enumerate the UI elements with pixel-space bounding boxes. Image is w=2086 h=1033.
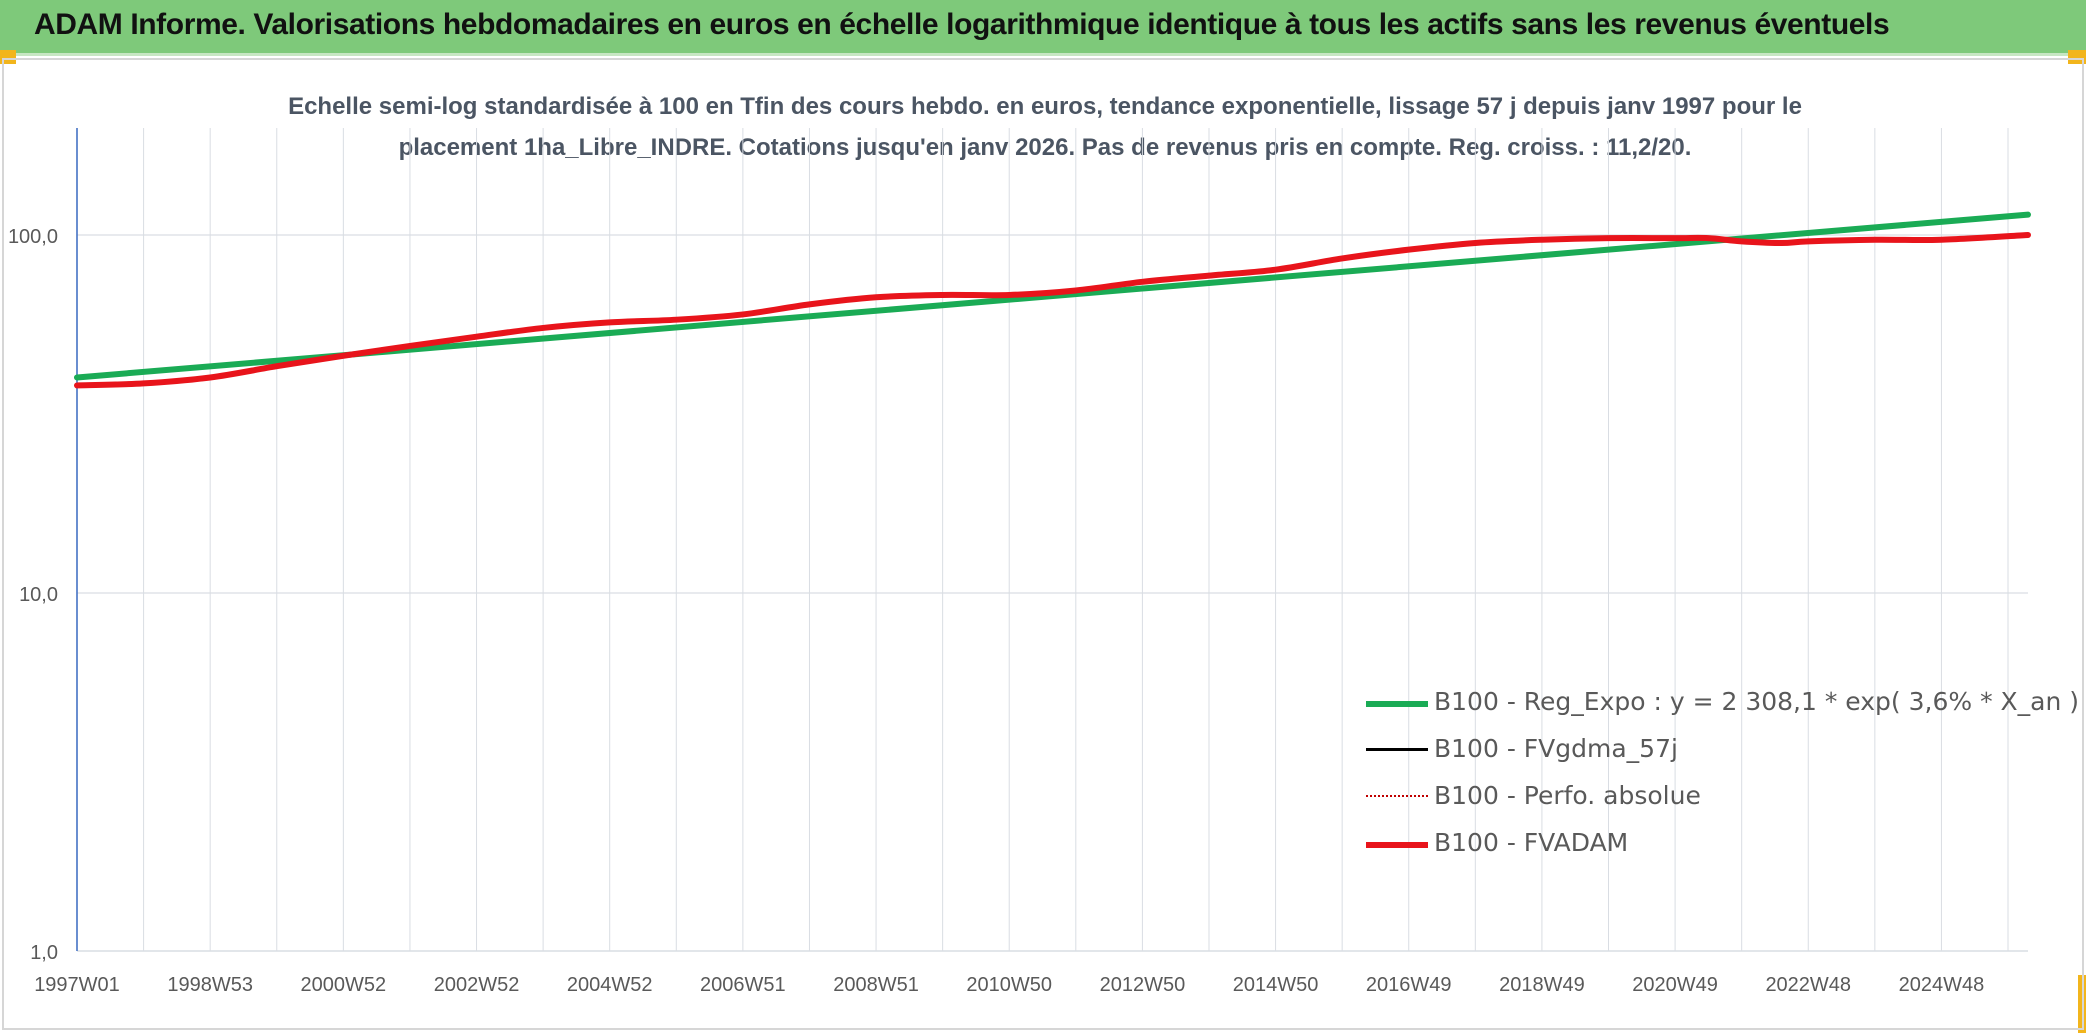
x-tick-label: 1997W01: [34, 974, 120, 996]
x-tick-label: 2006W51: [700, 974, 786, 996]
x-tick-label: 2000W52: [301, 974, 387, 996]
legend-label-reg-expo: B100 - Reg_Expo : y = 2 308,1 * exp( 3,6…: [1434, 687, 2080, 716]
x-tick-label: 2018W49: [1499, 974, 1585, 996]
chart-title: Echelle semi-log standardisée à 100 en T…: [200, 86, 1890, 168]
header-title: ADAM Informe. Valorisations hebdomadaire…: [34, 8, 1890, 41]
y-tick-label: 100,0: [8, 226, 58, 248]
x-tick-label: 2014W50: [1233, 974, 1319, 996]
x-tick-label: 2016W49: [1366, 974, 1452, 996]
corner-marker-top-right: [2068, 50, 2086, 64]
y-tick-label: 10,0: [19, 584, 58, 606]
series-line-fvadam: [74, 232, 2031, 389]
chart-frame: [2, 58, 2084, 1030]
x-tick-label: 2024W48: [1899, 974, 1985, 996]
x-tick-label: 2012W50: [1100, 974, 1186, 996]
legend-item-fvadam: B100 - FVADAM: [1366, 819, 2079, 866]
x-tick-label: 1998W53: [167, 974, 253, 996]
header-bar: ADAM Informe. Valorisations hebdomadaire…: [0, 0, 2086, 56]
x-tick-label: 2004W52: [567, 974, 653, 996]
chart-title-line-2: placement 1ha_Libre_INDRE. Cotations jus…: [398, 134, 1692, 161]
legend-item-perfo: B100 - Perfo. absolue: [1366, 772, 2079, 819]
series-line-reg_expo: [74, 211, 2031, 381]
legend-item-fvgdma: B100 - FVgdma_57j: [1366, 725, 2079, 772]
corner-marker-top-left: [0, 50, 16, 64]
legend-label-fvadam: B100 - FVADAM: [1434, 828, 1629, 857]
x-tick-label: 2008W51: [833, 974, 919, 996]
chart-legend: B100 - Reg_Expo : y = 2 308,1 * exp( 3,6…: [1366, 678, 2079, 866]
x-tick-label: 2010W50: [966, 974, 1052, 996]
x-tick-label: 2020W49: [1632, 974, 1718, 996]
legend-label-perfo: B100 - Perfo. absolue: [1434, 781, 1701, 810]
x-tick-label: 2022W48: [1765, 974, 1851, 996]
legend-label-fvgdma: B100 - FVgdma_57j: [1434, 734, 1678, 763]
chart-title-line-1: Echelle semi-log standardisée à 100 en T…: [288, 93, 1802, 120]
legend-swatch-fvadam: [1366, 828, 1428, 858]
legend-swatch-fvgdma: [1366, 734, 1428, 764]
x-tick-label: 2002W52: [434, 974, 520, 996]
legend-swatch-reg-expo: [1366, 687, 1428, 717]
legend-item-reg-expo: B100 - Reg_Expo : y = 2 308,1 * exp( 3,6…: [1366, 678, 2079, 725]
y-tick-label: 1,0: [30, 942, 58, 964]
legend-swatch-perfo: [1366, 781, 1428, 811]
